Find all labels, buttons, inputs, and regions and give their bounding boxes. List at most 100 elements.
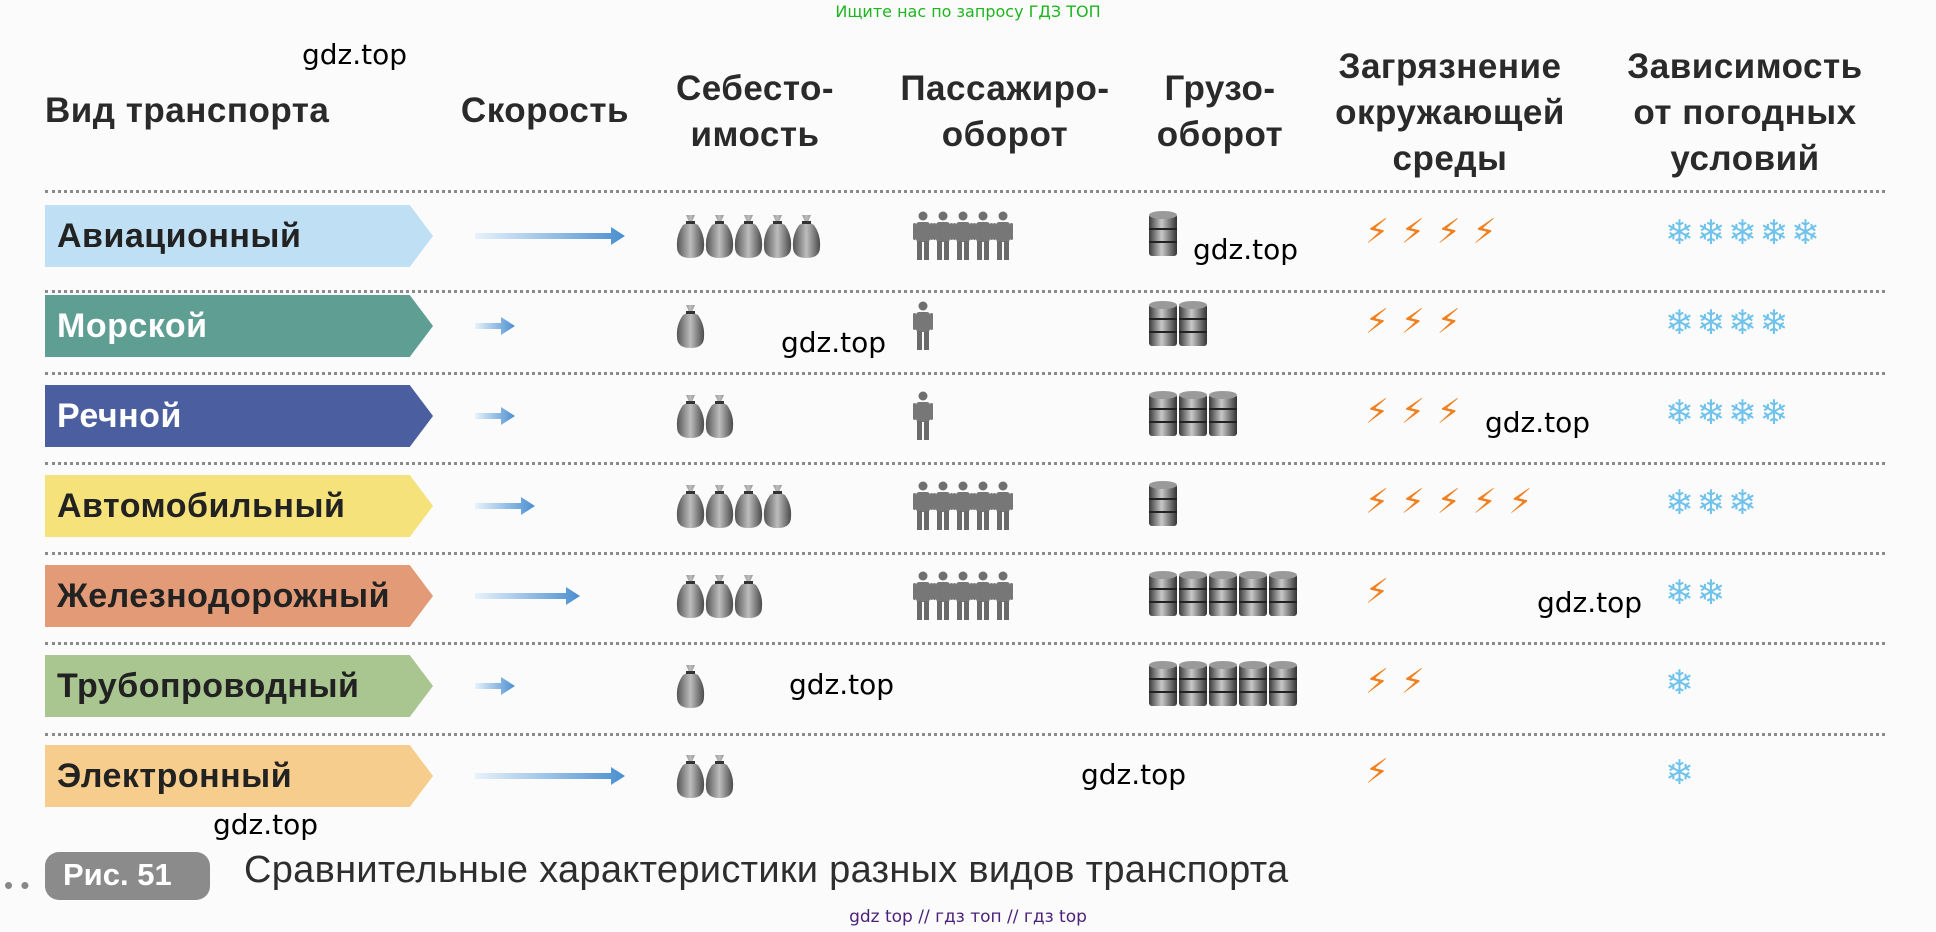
pollution-icons: ⚡ ⚡ ⚡ ⚡ [1365,212,1509,252]
barrel-icon [1149,571,1177,616]
barrel-icon [1179,571,1207,616]
person-icon [973,211,993,260]
money-bag-icon [734,215,763,258]
header-weather-line1: Зависимость [1627,47,1863,86]
snowflake-icon: ❄ [1759,213,1789,253]
watermark: gdz.top [1193,233,1299,266]
row-separator [45,733,1885,736]
person-icon [993,571,1013,620]
lightning-icon: ⚡ [1472,212,1497,252]
lightning-icon: ⚡ [1508,482,1533,522]
snowflake-icon: ❄ [1791,213,1820,253]
person-icon [913,481,933,530]
barrel-icon [1149,301,1177,346]
transport-type-banner: Железнодорожный [45,565,433,627]
pollution-icons: ⚡ ⚡ ⚡ [1365,302,1473,342]
barrel-icon [1149,211,1177,256]
arrow-icon [475,407,515,425]
barrel-icon [1179,391,1207,436]
row-separator [45,190,1885,193]
watermark: gdz.top [1081,758,1187,791]
transport-type-banner: Морской [45,295,433,357]
weather-icons: ❄ ❄ [1665,573,1728,613]
person-icon [913,211,933,260]
transport-type-banner: Трубопроводный [45,655,433,717]
money-bag-icon [676,215,705,258]
transport-type-label: Трубопроводный [57,667,360,705]
header-pollution-line2: окружающей [1335,93,1565,132]
header-cost: Себесто- имость [655,66,855,158]
header-cost-line1: Себесто- [675,69,835,108]
header-pollution: Загрязнение окружающей среды [1315,44,1585,182]
arrow-icon [475,767,625,785]
header-cargo-line1: Грузо- [1164,69,1276,108]
barrel-icon [1149,391,1177,436]
lightning-icon: ⚡ [1436,392,1461,432]
row-separator [45,290,1885,293]
pollution-icons: ⚡ ⚡ [1365,662,1437,702]
weather-icons: ❄ ❄ ❄ [1665,483,1760,523]
money-bag-icon [763,485,792,528]
watermark: gdz.top [1537,586,1643,619]
transport-type-label: Железнодорожный [57,577,390,615]
money-bag-icon [705,215,734,258]
header-passenger-turnover: Пассажиро- оборот [880,66,1130,158]
lightning-icon: ⚡ [1436,212,1461,252]
cost-icons [676,573,763,619]
header-cargo-line2: оборот [1156,115,1284,154]
pollution-icons: ⚡ ⚡ ⚡ ⚡ ⚡ [1365,482,1544,522]
money-bag-icon [763,215,792,258]
header-speed: Скорость [460,91,630,130]
watermark: gdz.top [781,326,887,359]
arrow-icon [475,677,515,695]
barrel-icon [1239,571,1267,616]
transport-type-label: Авиационный [57,217,302,255]
person-icon [913,391,933,440]
barrel-icon [1149,481,1177,526]
cargo-icons [1148,300,1208,350]
header-passenger-line1: Пассажиро- [900,69,1110,108]
header-weather-line3: условий [1670,139,1820,178]
row-separator [45,372,1885,375]
pollution-icons: ⚡ ⚡ ⚡ [1365,392,1473,432]
snowflake-icon: ❄ [1665,573,1694,613]
lightning-icon: ⚡ [1365,572,1389,612]
lightning-icon: ⚡ [1365,752,1389,792]
lightning-icon: ⚡ [1436,482,1461,522]
figure-label: Рис. 51 [63,857,172,892]
snowflake-icon: ❄ [1696,393,1726,433]
snowflake-icon: ❄ [1728,213,1757,253]
pollution-icons: ⚡ [1365,752,1401,792]
header-cost-line2: имость [690,115,820,154]
cost-icons [676,213,821,259]
cargo-icons [1148,210,1178,260]
passenger-icons [913,571,1013,621]
snowflake-icon: ❄ [1665,393,1694,433]
money-bag-icon [676,305,705,348]
person-icon [913,571,933,620]
cost-icons [676,303,705,349]
weather-icons: ❄ ❄ ❄ ❄ [1665,393,1791,433]
money-bag-icon [705,485,734,528]
header-pollution-line1: Загрязнение [1338,47,1562,86]
money-bag-icon [792,215,821,258]
weather-icons: ❄ ❄ ❄ ❄ [1665,303,1791,343]
weather-icons: ❄ [1665,663,1697,703]
person-icon [913,301,933,350]
lightning-icon: ⚡ [1365,482,1389,522]
arrow-icon [475,317,515,335]
transport-type-label: Морской [57,307,208,345]
person-icon [933,571,953,620]
lightning-icon: ⚡ [1400,662,1425,702]
lightning-icon: ⚡ [1365,212,1389,252]
cost-icons [676,753,734,799]
person-icon [933,481,953,530]
transport-type-banner: Электронный [45,745,433,807]
transport-type-label: Автомобильный [57,487,346,525]
snowflake-icon: ❄ [1665,753,1694,793]
transport-type-banner: Речной [45,385,433,447]
transport-type-label: Речной [57,397,182,435]
snowflake-icon: ❄ [1696,573,1726,613]
watermark: gdz.top [1485,406,1591,439]
barrel-icon [1209,571,1237,616]
